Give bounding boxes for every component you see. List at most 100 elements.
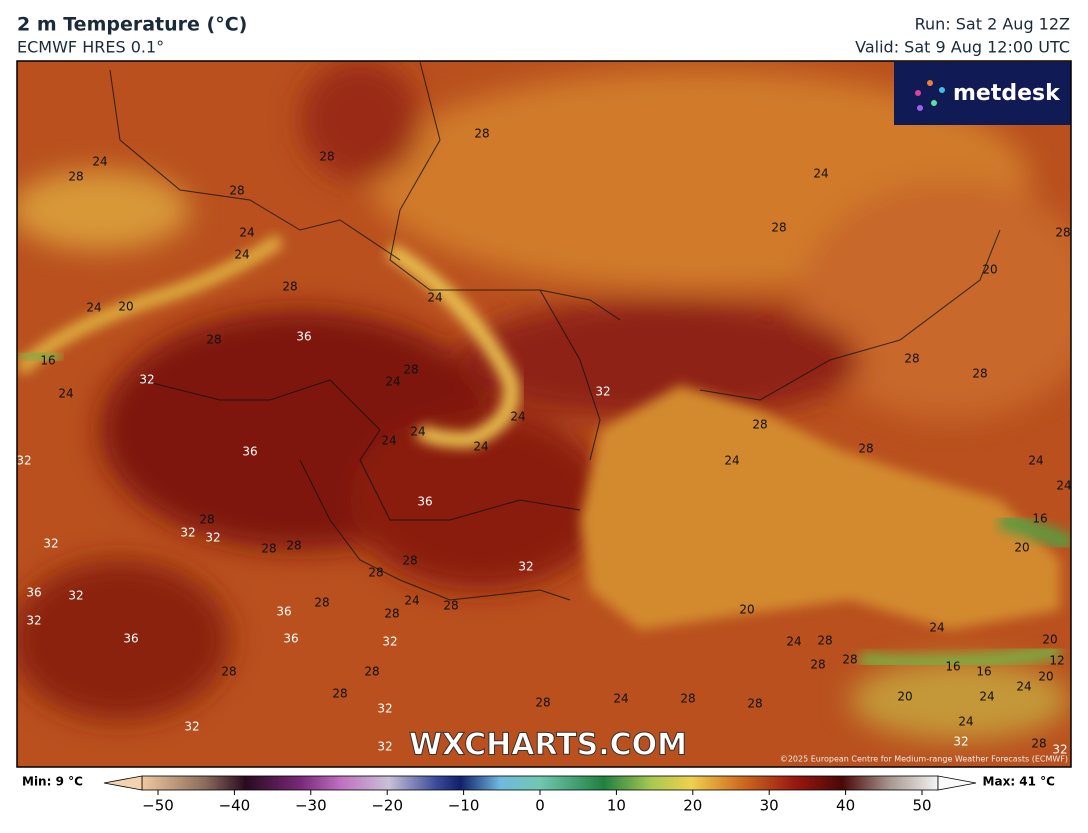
contour-label: 32 bbox=[518, 560, 533, 574]
contour-label: 16 bbox=[1032, 512, 1047, 526]
contour-label: 32 bbox=[26, 614, 41, 628]
contour-label: 28 bbox=[680, 692, 695, 706]
contour-label: 32 bbox=[377, 740, 392, 754]
contour-label: 32 bbox=[382, 635, 397, 649]
contour-label: 24 bbox=[613, 692, 628, 706]
contour-label: 24 bbox=[404, 594, 419, 608]
contour-label: 24 bbox=[381, 434, 396, 448]
colorbar-tick-label: 50 bbox=[912, 797, 931, 815]
contour-label: 20 bbox=[118, 300, 133, 314]
contour-label: 28 bbox=[286, 539, 301, 553]
subtitle: ECMWF HRES 0.1° bbox=[17, 38, 164, 57]
contour-label: 32 bbox=[43, 537, 58, 551]
contour-label: 28 bbox=[206, 333, 221, 347]
contour-label: 28 bbox=[221, 665, 236, 679]
contour-label: 28 bbox=[199, 513, 214, 527]
contour-label: 32 bbox=[953, 735, 968, 749]
logo-icon bbox=[915, 80, 945, 111]
contour-label: 28 bbox=[817, 634, 832, 648]
contour-label: 24 bbox=[410, 425, 425, 439]
contour-label: 24 bbox=[958, 715, 973, 729]
contour-label: 28 bbox=[319, 150, 334, 164]
copyright: ©2025 European Centre for Medium-range W… bbox=[780, 755, 1068, 764]
logo-text: metdesk bbox=[953, 81, 1061, 106]
min-label: Min: 9 °C bbox=[22, 775, 83, 789]
contour-label: 32 bbox=[205, 531, 220, 545]
contour-label: 24 bbox=[510, 410, 525, 424]
colorbar-tick-label: −30 bbox=[295, 797, 327, 815]
contour-label: 24 bbox=[724, 454, 739, 468]
colorbar-tick-label: −10 bbox=[448, 797, 480, 815]
contour-label: 16 bbox=[976, 665, 991, 679]
contour-label: 24 bbox=[427, 291, 442, 305]
contour-label: 24 bbox=[813, 167, 828, 181]
contour-label: 36 bbox=[417, 495, 432, 509]
contour-label: 28 bbox=[771, 221, 786, 235]
title: 2 m Temperature (°C) bbox=[17, 14, 247, 36]
contour-label: 28 bbox=[810, 658, 825, 672]
colorbar-tick-label: 40 bbox=[836, 797, 855, 815]
contour-label: 24 bbox=[86, 301, 101, 315]
contour-label: 36 bbox=[276, 605, 291, 619]
contour-label: 28 bbox=[752, 418, 767, 432]
contour-label: 28 bbox=[332, 687, 347, 701]
run-time: Run: Sat 2 Aug 12Z bbox=[915, 15, 1070, 34]
contour-label: 20 bbox=[982, 263, 997, 277]
contour-label: 28 bbox=[68, 170, 83, 184]
contour-label: 24 bbox=[1016, 680, 1031, 694]
contour-label: 28 bbox=[858, 442, 873, 456]
map-field: metdesk WXCHARTS.COM ©2025 European Cent… bbox=[17, 61, 1071, 767]
colorbar-tick-label: −20 bbox=[371, 797, 403, 815]
contour-label: 28 bbox=[904, 352, 919, 366]
contour-label: 28 bbox=[368, 566, 383, 580]
black-sea bbox=[580, 385, 1060, 630]
contour-label: 24 bbox=[929, 621, 944, 635]
contour-label: 24 bbox=[1028, 454, 1043, 468]
valid-time: Valid: Sat 9 Aug 12:00 UTC bbox=[855, 38, 1070, 57]
colorbar-tick-label: 10 bbox=[607, 797, 626, 815]
colorbar-extend-low bbox=[103, 775, 143, 791]
contour-label: 32 bbox=[1052, 743, 1067, 757]
colorbar-tick-label: −50 bbox=[142, 797, 174, 815]
colorbar-tick-label: 0 bbox=[535, 797, 545, 815]
contour-label: 20 bbox=[739, 603, 754, 617]
contour-label: 28 bbox=[384, 607, 399, 621]
contour-label: 32 bbox=[184, 720, 199, 734]
contour-label: 28 bbox=[403, 363, 418, 377]
contour-label: 36 bbox=[123, 632, 138, 646]
colorbar-extend-high bbox=[937, 775, 977, 791]
colorbar-tick-label: −40 bbox=[219, 797, 251, 815]
contour-label: 20 bbox=[1042, 633, 1057, 647]
contour-label: 32 bbox=[139, 373, 154, 387]
contour-label: 24 bbox=[1056, 479, 1071, 493]
contour-label: 36 bbox=[26, 586, 41, 600]
colorbar-tick-label: 20 bbox=[683, 797, 702, 815]
contour-label: 16 bbox=[40, 354, 55, 368]
max-label: Max: 41 °C bbox=[983, 775, 1056, 789]
contour-label: 28 bbox=[474, 127, 489, 141]
contour-label: 16 bbox=[945, 660, 960, 674]
contour-label: 24 bbox=[234, 248, 249, 262]
logo-box bbox=[894, 62, 1071, 125]
contour-label: 28 bbox=[1031, 737, 1046, 751]
contour-label: 28 bbox=[842, 653, 857, 667]
contour-label: 28 bbox=[314, 596, 329, 610]
contour-label: 28 bbox=[1055, 226, 1070, 240]
contour-label: 28 bbox=[443, 599, 458, 613]
contour-label: 28 bbox=[229, 184, 244, 198]
contour-label: 32 bbox=[377, 702, 392, 716]
watermark: WXCHARTS.COM bbox=[409, 728, 687, 763]
colorbar-tick-label: 30 bbox=[760, 797, 779, 815]
contour-label: 28 bbox=[747, 697, 762, 711]
contour-label: 24 bbox=[979, 690, 994, 704]
colorbar bbox=[141, 775, 939, 791]
contour-label: 32 bbox=[595, 385, 610, 399]
borders bbox=[109, 61, 1001, 601]
contour-label: 32 bbox=[68, 589, 83, 603]
contour-label: 24 bbox=[786, 635, 801, 649]
contour-label: 24 bbox=[385, 375, 400, 389]
contour-label: 28 bbox=[261, 542, 276, 556]
